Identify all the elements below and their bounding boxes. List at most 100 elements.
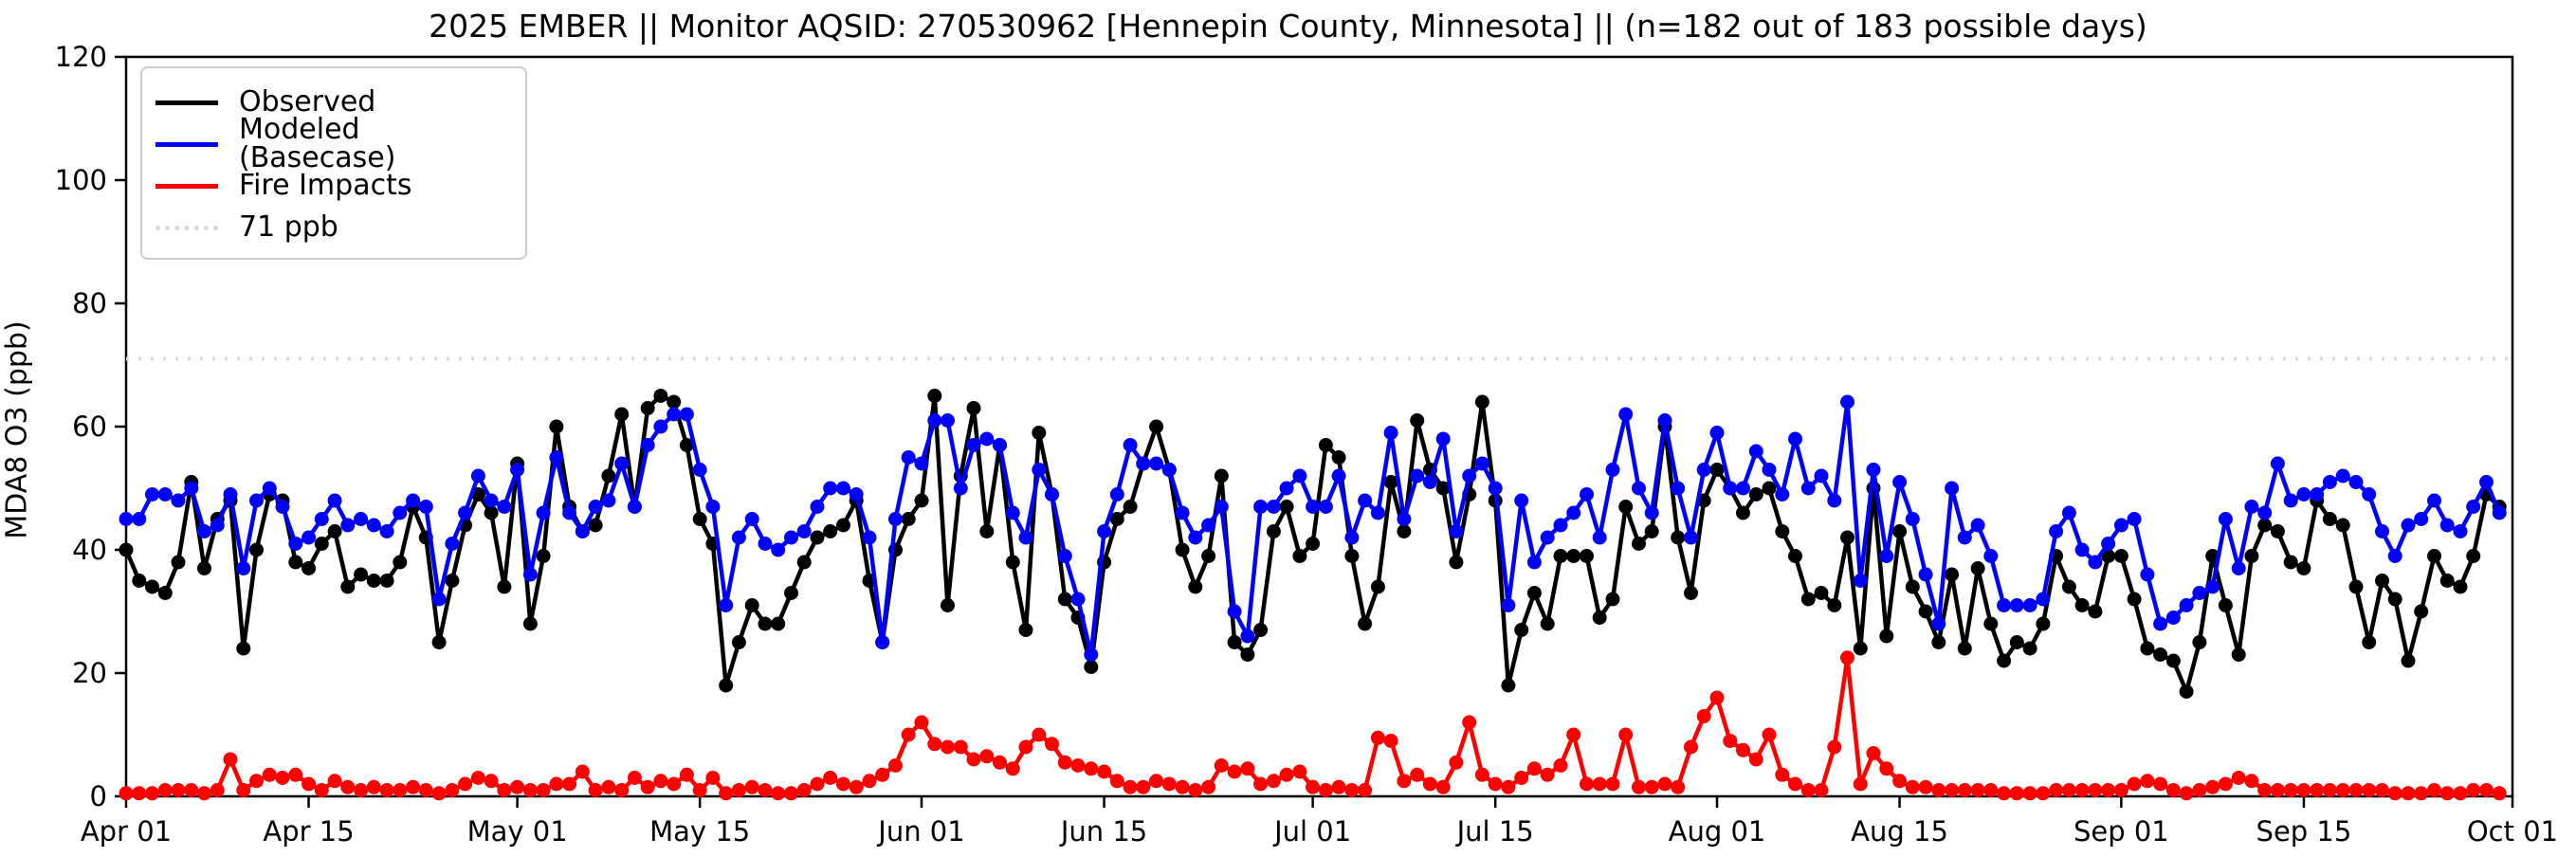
data-point-fire-impacts bbox=[2466, 783, 2481, 797]
data-point-modeled-basecase- bbox=[953, 481, 968, 496]
data-point-fire-impacts bbox=[1045, 737, 1059, 752]
data-point-modeled-basecase- bbox=[2231, 561, 2246, 575]
data-point-modeled-basecase- bbox=[1097, 524, 1112, 538]
y-axis-label: MDA8 O3 (ppb) bbox=[0, 320, 34, 539]
data-point-observed bbox=[2283, 555, 2298, 570]
data-point-observed bbox=[2257, 518, 2273, 533]
data-point-fire-impacts bbox=[393, 783, 408, 797]
data-point-modeled-basecase- bbox=[1410, 468, 1425, 483]
data-point-modeled-basecase- bbox=[2362, 487, 2377, 501]
data-point-observed bbox=[2127, 592, 2142, 607]
data-point-observed bbox=[1449, 555, 1464, 570]
data-point-fire-impacts bbox=[979, 749, 995, 764]
data-point-fire-impacts bbox=[1136, 779, 1151, 794]
y-tick-label: 60 bbox=[72, 410, 107, 443]
data-point-fire-impacts bbox=[1358, 783, 1373, 797]
data-point-modeled-basecase- bbox=[2074, 542, 2090, 557]
data-point-fire-impacts bbox=[953, 739, 968, 755]
data-point-modeled-basecase- bbox=[458, 505, 473, 520]
data-point-fire-impacts bbox=[1931, 783, 1946, 797]
data-point-fire-impacts bbox=[1397, 774, 1412, 789]
data-point-fire-impacts bbox=[2296, 783, 2311, 797]
data-point-modeled-basecase- bbox=[1383, 426, 1398, 440]
data-point-modeled-basecase- bbox=[1723, 481, 1738, 496]
data-point-modeled-basecase- bbox=[119, 512, 134, 526]
data-point-fire-impacts bbox=[1070, 758, 1086, 773]
data-point-observed bbox=[393, 555, 408, 570]
data-point-fire-impacts bbox=[2113, 783, 2128, 797]
data-point-fire-impacts bbox=[1775, 767, 1790, 782]
data-point-modeled-basecase- bbox=[640, 438, 655, 452]
data-point-observed bbox=[1827, 598, 1842, 612]
data-point-observed bbox=[679, 438, 694, 452]
data-point-fire-impacts bbox=[1696, 709, 1711, 723]
data-point-modeled-basecase- bbox=[2192, 586, 2207, 600]
data-point-modeled-basecase- bbox=[1580, 487, 1594, 501]
data-point-observed bbox=[1032, 426, 1047, 440]
data-point-observed bbox=[2387, 592, 2402, 607]
data-point-fire-impacts bbox=[888, 758, 903, 773]
data-point-modeled-basecase- bbox=[1266, 500, 1281, 514]
data-point-observed bbox=[927, 389, 942, 403]
data-point-modeled-basecase- bbox=[1005, 505, 1020, 520]
data-point-observed bbox=[366, 574, 381, 588]
data-point-modeled-basecase- bbox=[1435, 431, 1451, 447]
data-point-observed bbox=[588, 518, 603, 533]
threshold-line-sample bbox=[155, 225, 218, 230]
data-point-observed bbox=[2009, 635, 2024, 649]
data-point-modeled-basecase- bbox=[810, 500, 825, 514]
data-point-fire-impacts bbox=[1214, 758, 1229, 773]
data-point-modeled-basecase- bbox=[2283, 493, 2298, 508]
data-point-observed bbox=[1553, 549, 1568, 563]
data-point-fire-impacts bbox=[731, 783, 746, 797]
data-point-fire-impacts bbox=[431, 786, 447, 801]
data-point-observed bbox=[1474, 394, 1489, 410]
data-point-modeled-basecase- bbox=[1853, 574, 1868, 588]
data-point-modeled-basecase- bbox=[849, 487, 864, 501]
data-point-fire-impacts bbox=[301, 776, 317, 792]
data-point-fire-impacts bbox=[1018, 739, 1033, 755]
legend-item-observed: Observed bbox=[155, 82, 516, 123]
data-point-modeled-basecase- bbox=[2375, 524, 2389, 538]
data-point-modeled-basecase- bbox=[1540, 530, 1555, 545]
data-point-fire-impacts bbox=[2061, 783, 2076, 797]
data-point-modeled-basecase- bbox=[2453, 524, 2468, 538]
data-point-modeled-basecase- bbox=[393, 505, 408, 520]
legend-item-fire: Fire Impacts bbox=[155, 165, 516, 207]
data-point-fire-impacts bbox=[184, 783, 199, 797]
data-point-fire-impacts bbox=[1684, 739, 1698, 755]
data-point-observed bbox=[979, 524, 995, 538]
data-point-fire-impacts bbox=[1970, 783, 1985, 797]
data-point-fire-impacts bbox=[1526, 761, 1542, 776]
modeled-line-sample bbox=[155, 141, 218, 147]
data-point-fire-impacts bbox=[810, 776, 825, 792]
data-point-modeled-basecase- bbox=[1553, 518, 1568, 533]
data-point-fire-impacts bbox=[1149, 774, 1164, 789]
data-point-modeled-basecase- bbox=[2009, 598, 2024, 612]
data-point-observed bbox=[1800, 592, 1816, 607]
data-point-fire-impacts bbox=[1644, 779, 1659, 794]
data-point-fire-impacts bbox=[2322, 783, 2337, 797]
data-point-observed bbox=[119, 542, 134, 557]
data-point-fire-impacts bbox=[1175, 779, 1190, 794]
data-point-fire-impacts bbox=[1657, 776, 1672, 792]
data-point-observed bbox=[549, 419, 564, 434]
data-point-fire-impacts bbox=[601, 779, 616, 794]
data-point-fire-impacts bbox=[2479, 783, 2494, 797]
data-point-fire-impacts bbox=[262, 767, 277, 782]
data-point-fire-impacts bbox=[796, 783, 812, 797]
data-point-modeled-basecase- bbox=[823, 481, 838, 496]
data-point-fire-impacts bbox=[2362, 783, 2377, 797]
data-point-fire-impacts bbox=[1983, 783, 1999, 797]
data-point-observed bbox=[1957, 641, 1972, 656]
data-point-modeled-basecase- bbox=[588, 500, 603, 514]
data-point-fire-impacts bbox=[1084, 761, 1099, 776]
data-point-modeled-basecase- bbox=[614, 456, 630, 471]
data-point-observed bbox=[1188, 579, 1203, 594]
data-point-modeled-basecase- bbox=[1370, 505, 1385, 520]
data-point-fire-impacts bbox=[1566, 727, 1581, 742]
x-tick-label: Jul 15 bbox=[1455, 815, 1534, 848]
data-point-modeled-basecase- bbox=[2439, 518, 2455, 533]
y-tick-label: 80 bbox=[72, 287, 107, 319]
data-point-fire-impacts bbox=[470, 771, 485, 785]
